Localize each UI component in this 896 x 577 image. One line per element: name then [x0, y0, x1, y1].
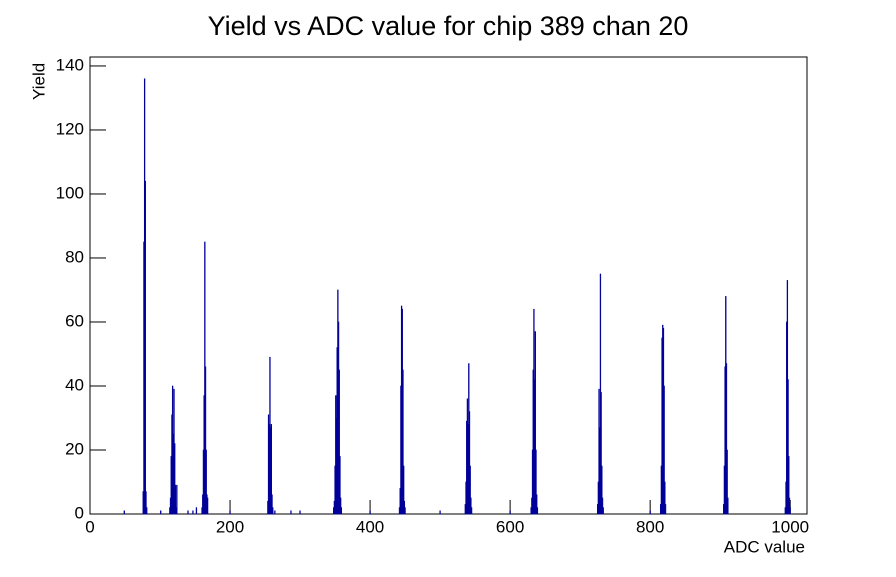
x-axis-label: ADC value [724, 537, 805, 556]
bar [468, 411, 471, 515]
bar [726, 449, 728, 515]
bar [787, 379, 789, 515]
bar [271, 494, 273, 515]
bar [403, 465, 405, 515]
x-tick-label: 0 [85, 517, 94, 536]
bar [788, 497, 791, 515]
bar [404, 507, 406, 515]
bar [601, 497, 604, 515]
bar [535, 449, 537, 515]
y-tick-label: 20 [65, 439, 84, 458]
bar [270, 424, 273, 515]
bar [174, 484, 177, 515]
bar [602, 507, 604, 515]
bar [509, 510, 511, 515]
bar [204, 366, 207, 515]
x-tick-label: 400 [356, 517, 384, 536]
bar [470, 497, 472, 515]
x-tick-label: 600 [496, 517, 524, 536]
bar [146, 507, 148, 515]
bar [205, 449, 207, 515]
bar [187, 510, 189, 515]
bar [725, 363, 728, 515]
bar [299, 510, 301, 515]
bar [470, 507, 473, 515]
y-tick-label: 100 [56, 183, 84, 202]
bar [789, 507, 791, 515]
bar [272, 507, 274, 515]
x-tick-label: 1000 [771, 517, 809, 536]
bar [664, 504, 667, 515]
bar [206, 497, 209, 515]
y-tick-label: 140 [56, 55, 84, 74]
y-tick-label: 0 [75, 503, 84, 522]
y-axis-label: Yield [29, 63, 48, 100]
x-tick-label: 200 [216, 517, 244, 536]
bar [534, 331, 536, 515]
bar [727, 497, 729, 515]
plot-frame [89, 56, 808, 515]
bar [144, 180, 146, 515]
bar [663, 385, 665, 515]
bar [664, 481, 666, 515]
bar [536, 494, 538, 515]
bar [195, 507, 198, 515]
bar [338, 369, 340, 515]
bar [600, 392, 602, 515]
bar [160, 510, 162, 515]
bar [369, 510, 371, 515]
chart-title: Yield vs ADC value for chip 389 chan 20 [208, 11, 689, 41]
bar [174, 443, 176, 515]
y-tick-label: 40 [65, 375, 84, 394]
bar [340, 507, 343, 515]
bar [176, 484, 178, 515]
x-tick-label: 800 [636, 517, 664, 536]
y-tick-label: 60 [65, 311, 84, 330]
bar [536, 507, 539, 515]
bar [339, 456, 341, 515]
bar [229, 510, 231, 515]
y-tick-label: 80 [65, 247, 84, 266]
bar [469, 465, 471, 515]
bar [192, 510, 194, 515]
bar [340, 497, 342, 515]
bar [649, 510, 651, 515]
bar [402, 369, 404, 515]
bar [788, 456, 790, 515]
bar [439, 510, 441, 515]
y-tick-label: 120 [56, 119, 84, 138]
bar [290, 510, 292, 515]
bar [123, 510, 125, 515]
bar [145, 491, 147, 515]
bar [601, 465, 603, 515]
bar [274, 510, 276, 515]
